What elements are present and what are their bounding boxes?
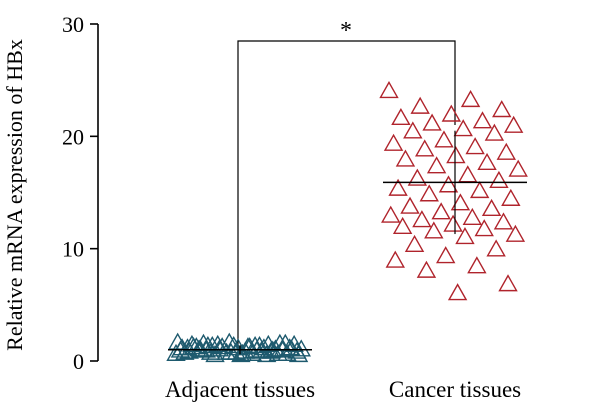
point-adjacent-37 <box>277 343 297 361</box>
point-cancer-32 <box>481 198 502 217</box>
point-cancer-0 <box>379 80 399 99</box>
point-adjacent-47 <box>172 338 192 356</box>
point-cancer-18 <box>395 149 416 167</box>
point-adjacent-46 <box>221 342 241 360</box>
y-tick-label-10: 10 <box>62 237 84 262</box>
category-label-cancer: Cancer tissues <box>389 377 521 402</box>
significance-star: * <box>340 18 352 44</box>
point-cancer-45 <box>486 239 506 257</box>
point-cancer-34 <box>381 205 401 223</box>
y-tick-label-30: 30 <box>62 12 84 37</box>
point-cancer-22 <box>458 165 478 183</box>
point-cancer-49 <box>416 260 437 278</box>
point-cancer-14 <box>465 137 485 155</box>
point-adjacent-51 <box>232 343 253 361</box>
point-cancer-21 <box>508 159 528 177</box>
point-adjacent-6 <box>256 344 277 363</box>
point-cancer-6 <box>472 111 493 129</box>
point-cancer-43 <box>455 227 475 245</box>
y-axis-title: Relative mRNA expression of HBx <box>2 39 27 351</box>
point-cancer-36 <box>412 210 432 228</box>
point-adjacent-41 <box>209 339 230 357</box>
y-tick-label-0: 0 <box>73 349 84 374</box>
point-adjacent-49 <box>202 335 223 354</box>
point-cancer-1 <box>460 89 481 108</box>
point-adjacent-38 <box>228 338 248 356</box>
point-cancer-41 <box>424 221 444 239</box>
point-adjacent-52 <box>183 337 204 355</box>
point-cancer-27 <box>469 180 490 199</box>
point-cancer-10 <box>403 121 423 139</box>
point-cancer-30 <box>450 193 471 211</box>
point-cancer-16 <box>496 142 516 160</box>
point-cancer-47 <box>385 250 405 268</box>
point-cancer-4 <box>441 104 462 122</box>
y-ticks: 0 10 20 30 <box>62 12 98 374</box>
x-category-labels: Adjacent tissues Cancer tissues <box>165 377 521 402</box>
point-cancer-12 <box>434 130 454 148</box>
point-adjacent-40 <box>258 334 279 352</box>
point-cancer-37 <box>493 212 514 230</box>
point-cancer-15 <box>415 139 435 157</box>
point-cancer-50 <box>498 274 518 292</box>
point-cancer-13 <box>383 133 404 151</box>
point-cancer-25 <box>438 175 459 193</box>
point-adjacent-28 <box>205 344 225 363</box>
point-cancer-23 <box>407 168 428 186</box>
point-cancer-35 <box>462 207 483 226</box>
point-adjacent-50 <box>281 339 302 357</box>
point-cancer-3 <box>492 100 512 118</box>
point-cancer-31 <box>400 196 420 214</box>
point-cancer-9 <box>453 119 473 137</box>
point-adjacent-10 <box>189 339 209 357</box>
mean-sd-lines <box>168 130 527 355</box>
point-cancer-28 <box>419 184 439 202</box>
bracket-line <box>237 40 456 354</box>
point-cancer-44 <box>404 234 425 252</box>
data-points <box>166 80 528 363</box>
point-adjacent-42 <box>288 344 309 363</box>
point-cancer-48 <box>467 256 487 274</box>
point-cancer-19 <box>477 152 497 170</box>
point-adjacent-32 <box>265 339 286 357</box>
point-cancer-5 <box>391 107 411 126</box>
point-cancer-39 <box>392 216 413 235</box>
category-label-adjacent: Adjacent tissues <box>165 377 315 402</box>
point-cancer-40 <box>474 219 494 237</box>
point-adjacent-25 <box>224 335 244 354</box>
point-cancer-46 <box>436 246 456 264</box>
point-cancer-29 <box>501 188 521 206</box>
point-cancer-42 <box>505 224 526 242</box>
point-cancer-26 <box>388 178 408 196</box>
point-cancer-17 <box>446 146 466 164</box>
point-cancer-24 <box>489 170 509 188</box>
y-tick-label-20: 20 <box>62 124 84 149</box>
point-adjacent-43 <box>239 337 260 355</box>
point-cancer-2 <box>410 96 430 114</box>
point-cancer-33 <box>431 202 451 220</box>
point-cancer-7 <box>422 113 442 131</box>
point-cancer-38 <box>443 214 463 232</box>
point-cancer-8 <box>503 115 524 133</box>
point-cancer-51 <box>447 283 468 301</box>
significance-bracket: * <box>237 18 456 354</box>
point-cancer-20 <box>426 156 447 174</box>
point-cancer-11 <box>484 123 505 141</box>
